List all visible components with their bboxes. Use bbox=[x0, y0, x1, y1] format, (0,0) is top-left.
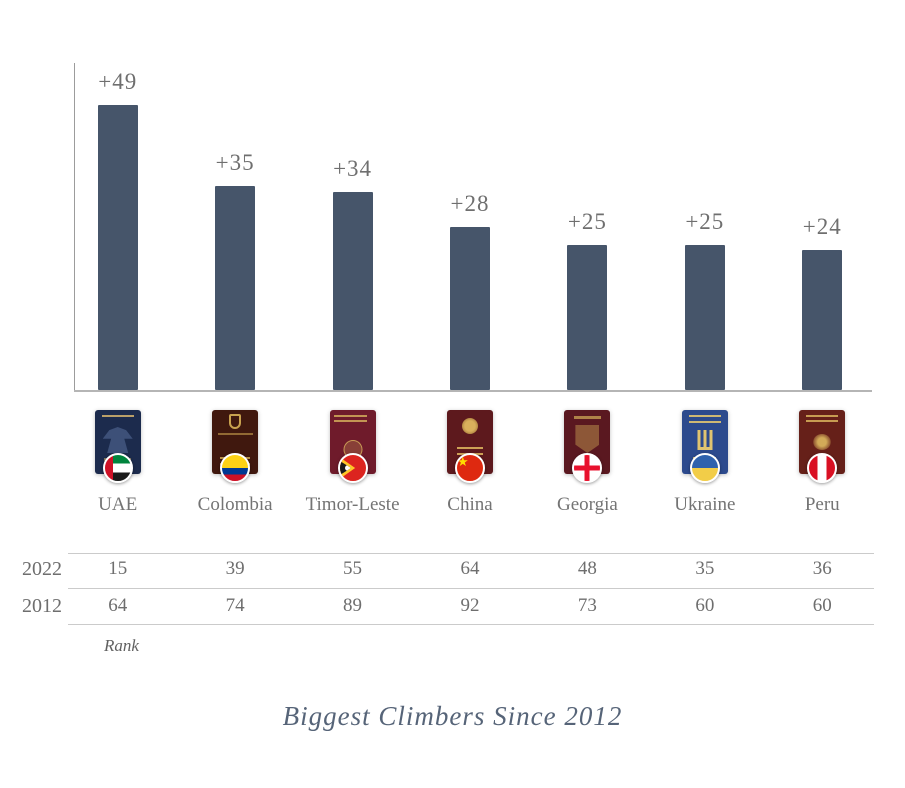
rank-cell-peru: 36 bbox=[812, 558, 832, 579]
uae-flag-icon bbox=[102, 453, 133, 483]
chart-column-georgia: +25 bbox=[529, 63, 646, 390]
rank-cell-colombia: 39 bbox=[225, 558, 245, 579]
bar-colombia bbox=[215, 186, 256, 390]
rank-cell-georgia: 73 bbox=[577, 595, 597, 616]
georgia-emblem-icon bbox=[575, 425, 600, 453]
table-top-rule bbox=[68, 553, 874, 554]
country-label-ukraine: Ukraine bbox=[674, 494, 736, 515]
bar-value-label: +25 bbox=[685, 209, 725, 234]
table-middle-rule bbox=[68, 588, 874, 589]
table-bottom-rule bbox=[68, 624, 874, 625]
peru-emblem-icon bbox=[813, 434, 832, 450]
rank-cell-ukraine: 60 bbox=[695, 595, 715, 616]
rank-cell-china: 64 bbox=[460, 558, 480, 579]
passport-cell-colombia: Colombia bbox=[176, 410, 293, 516]
chart-column-colombia: +35 bbox=[176, 63, 293, 390]
bar-value-label: +34 bbox=[333, 156, 373, 181]
passport-cover-text bbox=[101, 415, 134, 420]
rank-row-2022: 15 39 55 64 48 35 36 bbox=[59, 558, 881, 580]
china-flag-icon bbox=[454, 453, 485, 483]
chart-column-china: +28 bbox=[411, 63, 528, 390]
ukraine-emblem-icon bbox=[697, 430, 713, 450]
bar-value-label: +28 bbox=[450, 191, 490, 216]
row-label-2022: 2022 bbox=[22, 558, 62, 580]
bar-georgia bbox=[567, 245, 608, 390]
x-axis-line bbox=[74, 390, 872, 392]
passport-cell-ukraine: Ukraine bbox=[646, 410, 763, 516]
georgia-passport-image bbox=[564, 410, 611, 483]
rank-cell-ukraine: 35 bbox=[695, 558, 715, 579]
uae-emblem-icon bbox=[102, 427, 133, 453]
chart-title: Biggest Climbers Since 2012 bbox=[282, 701, 623, 731]
rank-cell-timor-leste: 55 bbox=[343, 558, 363, 579]
country-label-peru: Peru bbox=[804, 494, 840, 515]
rank-cell-colombia: 74 bbox=[225, 595, 245, 616]
passport-cell-peru: Peru bbox=[764, 410, 881, 516]
country-label-uae: UAE bbox=[98, 494, 138, 515]
rank-cell-georgia: 48 bbox=[577, 558, 597, 579]
rank-cell-china: 92 bbox=[460, 595, 480, 616]
colombia-emblem-icon bbox=[217, 433, 253, 435]
ukraine-flag-icon bbox=[689, 453, 720, 483]
bar-value-label: +49 bbox=[98, 69, 138, 94]
passport-cell-china: China bbox=[411, 410, 528, 516]
passport-cover-text bbox=[333, 415, 367, 423]
peru-passport-image bbox=[799, 410, 846, 483]
bar-ukraine bbox=[684, 245, 725, 390]
country-label-colombia: Colombia bbox=[197, 494, 273, 515]
chart-column-ukraine: +25 bbox=[646, 63, 763, 390]
timor-leste-passport-image bbox=[329, 410, 376, 483]
passport-cover-text bbox=[688, 415, 721, 424]
rank-row-2012: 64 74 89 92 73 60 60 bbox=[59, 595, 881, 617]
country-label-timor-leste: Timor-Leste bbox=[305, 494, 400, 515]
ukraine-passport-image bbox=[681, 410, 728, 483]
passport-cell-timor-leste: Timor-Leste bbox=[294, 410, 411, 516]
chart-columns: +49 +35 +34 +28 +25 +25 +24 bbox=[59, 63, 881, 390]
passport-cell-uae: UAE bbox=[59, 410, 176, 516]
bar-uae bbox=[97, 105, 138, 390]
chart-column-timor-leste: +34 bbox=[294, 63, 411, 390]
row-label-2012: 2012 bbox=[22, 595, 62, 617]
passport-cover-text bbox=[573, 416, 602, 419]
passport-cover-text bbox=[806, 415, 839, 425]
passport-cover-text bbox=[229, 414, 242, 429]
china-emblem-icon bbox=[461, 418, 478, 434]
rank-cell-uae: 64 bbox=[108, 595, 128, 616]
uae-passport-image bbox=[94, 410, 141, 483]
passport-row: UAE Colombia Timor-Leste China Georgia Ukrain… bbox=[59, 410, 881, 516]
rank-cell-uae: 15 bbox=[108, 558, 128, 579]
georgia-flag-icon bbox=[572, 453, 603, 483]
colombia-passport-image bbox=[212, 410, 259, 483]
bar-peru bbox=[802, 250, 843, 390]
bar-china bbox=[449, 227, 490, 390]
bar-value-label: +24 bbox=[802, 214, 842, 239]
passport-cell-georgia: Georgia bbox=[529, 410, 646, 516]
rank-cell-timor-leste: 89 bbox=[343, 595, 363, 616]
bar-value-label: +35 bbox=[215, 150, 255, 175]
bar-value-label: +25 bbox=[567, 209, 607, 234]
rank-cell-peru: 60 bbox=[812, 595, 832, 616]
colombia-flag-icon bbox=[220, 453, 251, 483]
bar-timor-leste bbox=[332, 192, 373, 390]
rank-footnote: Rank bbox=[104, 636, 139, 655]
chart-column-peru: +24 bbox=[764, 63, 881, 390]
y-axis-line bbox=[74, 63, 75, 391]
china-passport-image bbox=[446, 410, 493, 483]
chart-column-uae: +49 bbox=[59, 63, 176, 390]
country-label-china: China bbox=[447, 494, 493, 515]
country-label-georgia: Georgia bbox=[556, 494, 618, 515]
peru-flag-icon bbox=[807, 453, 838, 483]
timor-leste-flag-icon bbox=[337, 453, 368, 483]
